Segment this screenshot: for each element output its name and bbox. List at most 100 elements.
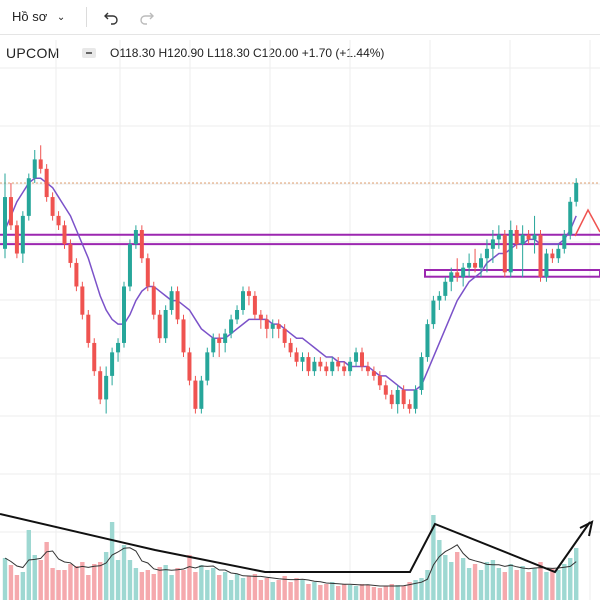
candle-body xyxy=(502,234,507,273)
volume-average-line xyxy=(4,544,577,587)
candle-body xyxy=(122,286,126,343)
volume-bar xyxy=(145,570,150,600)
volume-bar xyxy=(490,560,496,600)
collapse-legend-button[interactable] xyxy=(82,48,96,58)
chart-grid xyxy=(0,40,600,600)
candle-body xyxy=(223,333,228,343)
candle xyxy=(193,375,198,414)
candle-body xyxy=(401,390,406,405)
candle xyxy=(407,399,412,414)
volume-bar xyxy=(383,586,388,600)
volume-bar xyxy=(365,585,371,600)
candle-body xyxy=(3,197,7,249)
candle-body xyxy=(157,314,162,339)
candle xyxy=(139,225,144,263)
candle-body xyxy=(235,310,240,320)
candle-body xyxy=(455,272,460,278)
volume-bar xyxy=(532,568,537,600)
candle xyxy=(502,230,507,278)
candle xyxy=(508,220,513,278)
candle xyxy=(50,192,55,221)
candle-body xyxy=(538,234,543,278)
candle xyxy=(514,225,519,249)
volume-bar xyxy=(306,584,311,600)
volume-bar xyxy=(496,568,502,600)
volume-bar xyxy=(199,565,204,600)
candle-body xyxy=(306,357,311,372)
volume-bar xyxy=(276,580,281,600)
ohlc-values: O118.30 H120.90 L118.30 C120.00 +1.70 (+… xyxy=(110,46,385,60)
candle-body xyxy=(32,159,37,179)
volume-bar xyxy=(228,580,234,600)
candle xyxy=(425,319,430,362)
candle xyxy=(574,178,579,207)
candle xyxy=(116,338,121,362)
candle xyxy=(3,173,7,259)
candle xyxy=(288,338,293,358)
volume-bar xyxy=(121,545,127,600)
volume-bar xyxy=(193,572,198,600)
volume-bar xyxy=(401,586,406,600)
candle-body xyxy=(116,342,121,353)
candle xyxy=(163,305,168,343)
volume-bar xyxy=(151,574,156,600)
volume-bar xyxy=(520,566,525,600)
candle-body xyxy=(74,262,79,287)
candle-body xyxy=(467,262,472,268)
volume-bar xyxy=(413,580,418,600)
volume-bar xyxy=(478,570,484,600)
candle-body xyxy=(264,319,269,329)
candle xyxy=(550,248,555,263)
candle xyxy=(490,230,495,263)
volume-bar xyxy=(80,562,85,600)
candle xyxy=(199,375,204,414)
candle-body xyxy=(270,324,275,329)
candle-body xyxy=(127,244,132,287)
candle xyxy=(252,291,257,320)
candle-body xyxy=(514,230,519,245)
candle xyxy=(365,361,370,376)
target-marker xyxy=(574,208,600,237)
candle xyxy=(68,239,73,268)
candle-body xyxy=(330,361,335,372)
volume-bar xyxy=(538,562,543,600)
volume-bar xyxy=(211,568,216,600)
candle-body xyxy=(365,366,370,372)
volume-bar xyxy=(252,574,258,600)
volume-bar xyxy=(109,522,115,600)
candle xyxy=(211,333,216,358)
candle-body xyxy=(431,300,436,325)
candle xyxy=(496,225,501,249)
volume-bar xyxy=(222,572,228,600)
profile-menu[interactable]: Hồ sơ ⌄ xyxy=(12,6,65,28)
undo-button[interactable] xyxy=(100,6,122,28)
candle xyxy=(348,357,353,376)
volume-bar xyxy=(169,575,174,600)
candle xyxy=(8,182,13,230)
symbol-label[interactable]: UPCOM xyxy=(6,45,60,61)
candle xyxy=(419,352,424,395)
candle xyxy=(217,333,222,358)
volume-bar xyxy=(8,565,14,600)
volume-bar xyxy=(353,586,359,600)
redo-button[interactable] xyxy=(136,6,158,28)
candle-body xyxy=(8,197,13,226)
candle-body xyxy=(241,291,245,310)
volume-bar xyxy=(455,552,460,600)
candle-body xyxy=(526,234,531,240)
candle xyxy=(229,314,234,339)
candle xyxy=(461,262,466,287)
candle xyxy=(74,258,79,292)
candle-body xyxy=(300,357,305,362)
volume-bar xyxy=(330,582,335,600)
candle xyxy=(467,253,472,278)
volume-bar xyxy=(26,530,31,600)
redo-icon xyxy=(140,12,154,25)
volume-bar xyxy=(14,575,20,600)
candle-body xyxy=(449,272,454,282)
candle xyxy=(556,244,561,263)
volume-bar xyxy=(472,564,478,600)
volume-bar xyxy=(68,564,73,600)
candle-body xyxy=(574,182,579,202)
